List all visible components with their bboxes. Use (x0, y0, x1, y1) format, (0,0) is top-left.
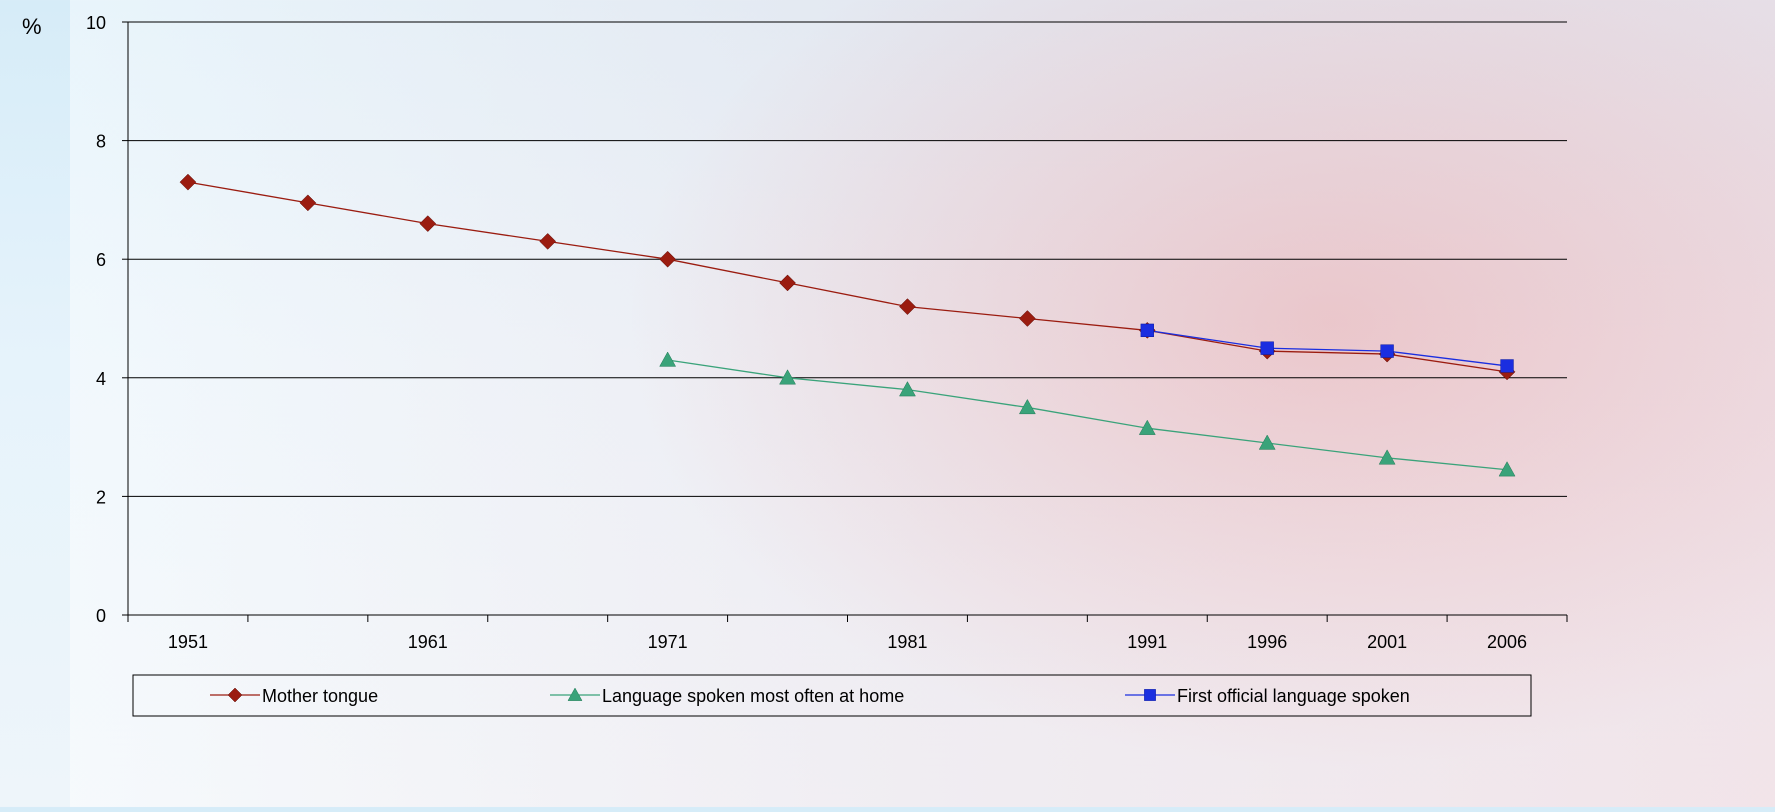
data-point-home-language (779, 369, 796, 385)
x-tick-label: 1961 (408, 632, 448, 652)
series-line-home-language (667, 359, 1508, 471)
x-tick-label: 1996 (1247, 632, 1287, 652)
data-point-home-language (1258, 434, 1276, 450)
x-tick-label: 1981 (887, 632, 927, 652)
y-axis-unit-label: % (22, 14, 42, 39)
y-tick-label: 8 (96, 132, 106, 152)
legend-box (132, 674, 1532, 717)
x-tick-label: 1951 (168, 632, 208, 652)
data-point-first-official-language (1140, 323, 1154, 338)
data-point-home-language (1138, 419, 1156, 435)
data-point-home-language (899, 381, 916, 397)
data-point-mother-tongue (539, 233, 557, 250)
y-tick-label: 0 (96, 606, 106, 626)
x-tick-label: 2001 (1367, 632, 1407, 652)
legend-entry-first-official-language: First official language spoken (1177, 686, 1410, 706)
data-point-mother-tongue (227, 687, 243, 703)
data-point-first-official-language (1500, 359, 1514, 373)
x-tick-label: 2006 (1487, 632, 1527, 652)
data-point-home-language (567, 687, 583, 701)
data-point-mother-tongue (899, 298, 916, 315)
y-tick-label: 6 (96, 250, 106, 270)
data-point-mother-tongue (779, 274, 796, 292)
data-point-home-language (1018, 398, 1036, 415)
series-line-first-official-language (1147, 329, 1508, 367)
y-tick-label: 4 (96, 369, 106, 389)
data-point-mother-tongue (659, 250, 676, 268)
maple-leaf-backdrop (500, 0, 1775, 807)
series-line-mother-tongue (187, 181, 1508, 373)
x-tick-label: 1991 (1127, 632, 1167, 652)
data-point-first-official-language (1260, 341, 1274, 355)
legend-entry-home-language: Language spoken most often at home (602, 686, 904, 706)
data-point-home-language (659, 351, 677, 367)
data-point-mother-tongue (1019, 310, 1036, 327)
data-point-mother-tongue (179, 173, 197, 191)
data-point-mother-tongue (419, 215, 437, 232)
data-point-first-official-language (1380, 344, 1394, 358)
data-point-first-official-language (1144, 689, 1156, 701)
x-tick-label: 1971 (648, 632, 688, 652)
y-tick-label: 10 (86, 13, 106, 33)
y-tick-label: 2 (96, 487, 106, 507)
legend-entry-mother-tongue: Mother tongue (262, 686, 378, 706)
data-point-home-language (1378, 449, 1396, 465)
data-point-mother-tongue (299, 194, 317, 212)
data-point-home-language (1498, 461, 1516, 477)
